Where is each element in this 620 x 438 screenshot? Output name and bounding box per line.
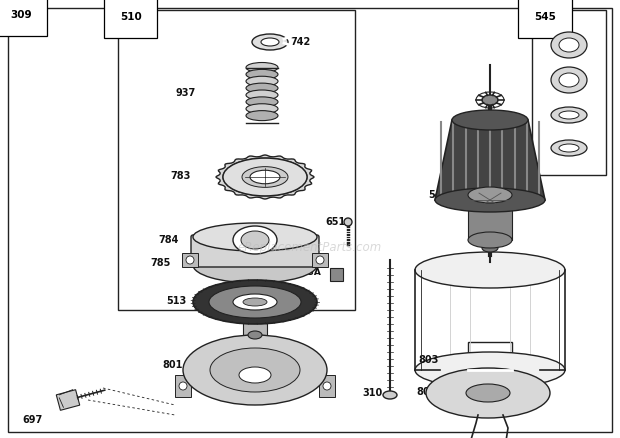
Ellipse shape [209,286,301,318]
Ellipse shape [466,384,510,402]
Ellipse shape [250,170,280,184]
Text: 785: 785 [150,258,170,268]
Ellipse shape [344,218,352,226]
Bar [182,253,198,267]
Ellipse shape [559,111,579,119]
Ellipse shape [243,298,267,306]
Ellipse shape [242,166,288,187]
Ellipse shape [316,256,324,264]
Ellipse shape [383,391,397,399]
Text: 544: 544 [428,190,448,200]
Bar [175,375,191,397]
FancyBboxPatch shape [191,235,319,267]
Ellipse shape [223,158,307,196]
Ellipse shape [551,67,587,93]
Bar [330,268,343,281]
Text: eReplacementParts.com: eReplacementParts.com [238,241,382,254]
Ellipse shape [246,104,278,114]
Ellipse shape [261,38,279,46]
Ellipse shape [452,110,528,130]
Text: 309: 309 [10,10,32,20]
Ellipse shape [559,73,579,87]
Ellipse shape [415,352,565,388]
Ellipse shape [246,90,278,100]
Ellipse shape [186,256,194,264]
Ellipse shape [246,63,278,73]
Ellipse shape [179,382,187,390]
Ellipse shape [468,232,512,248]
Polygon shape [216,155,314,199]
Ellipse shape [468,187,512,203]
Text: 784: 784 [158,235,179,245]
Ellipse shape [193,247,317,283]
Ellipse shape [426,368,550,418]
Ellipse shape [415,252,565,288]
Text: 742: 742 [290,37,310,47]
Bar [468,368,512,390]
Text: 310: 310 [362,388,383,398]
Bar [319,375,335,397]
Ellipse shape [233,226,277,254]
Bar [506,398,520,408]
Ellipse shape [248,331,262,339]
Text: 513: 513 [166,296,186,306]
Text: 783A: 783A [295,268,321,277]
Ellipse shape [246,83,278,93]
Bar [468,195,512,240]
Text: 697: 697 [22,415,42,425]
Ellipse shape [323,382,331,390]
Ellipse shape [246,69,278,79]
Text: 801: 801 [162,360,182,370]
Bar [532,10,606,175]
Ellipse shape [183,335,327,405]
Polygon shape [435,120,545,200]
Text: 937: 937 [175,88,195,98]
Ellipse shape [482,95,498,105]
Text: 651: 651 [325,217,345,227]
Ellipse shape [551,140,587,156]
Ellipse shape [559,38,579,52]
Ellipse shape [482,244,498,252]
Ellipse shape [252,34,288,50]
Ellipse shape [223,158,307,196]
Ellipse shape [246,111,278,120]
Ellipse shape [551,107,587,123]
Ellipse shape [551,32,587,58]
Bar [456,398,470,408]
Ellipse shape [241,231,269,249]
Ellipse shape [210,348,300,392]
Bar [248,335,262,385]
Ellipse shape [239,367,271,383]
Ellipse shape [246,76,278,86]
Ellipse shape [246,97,278,107]
Bar [312,253,328,267]
Ellipse shape [559,144,579,152]
Text: 783: 783 [170,171,190,181]
Text: 510: 510 [120,12,142,22]
Bar [247,312,263,322]
Ellipse shape [193,280,317,324]
Bar [506,378,520,388]
Text: 545: 545 [534,12,556,22]
Bar [118,10,355,310]
Bar [468,342,512,372]
Ellipse shape [193,223,317,251]
Polygon shape [56,390,80,410]
Ellipse shape [233,294,277,310]
Text: 802: 802 [416,387,436,397]
Bar [243,310,267,338]
Ellipse shape [435,188,545,212]
Text: 803: 803 [418,355,438,365]
Bar [456,378,470,388]
